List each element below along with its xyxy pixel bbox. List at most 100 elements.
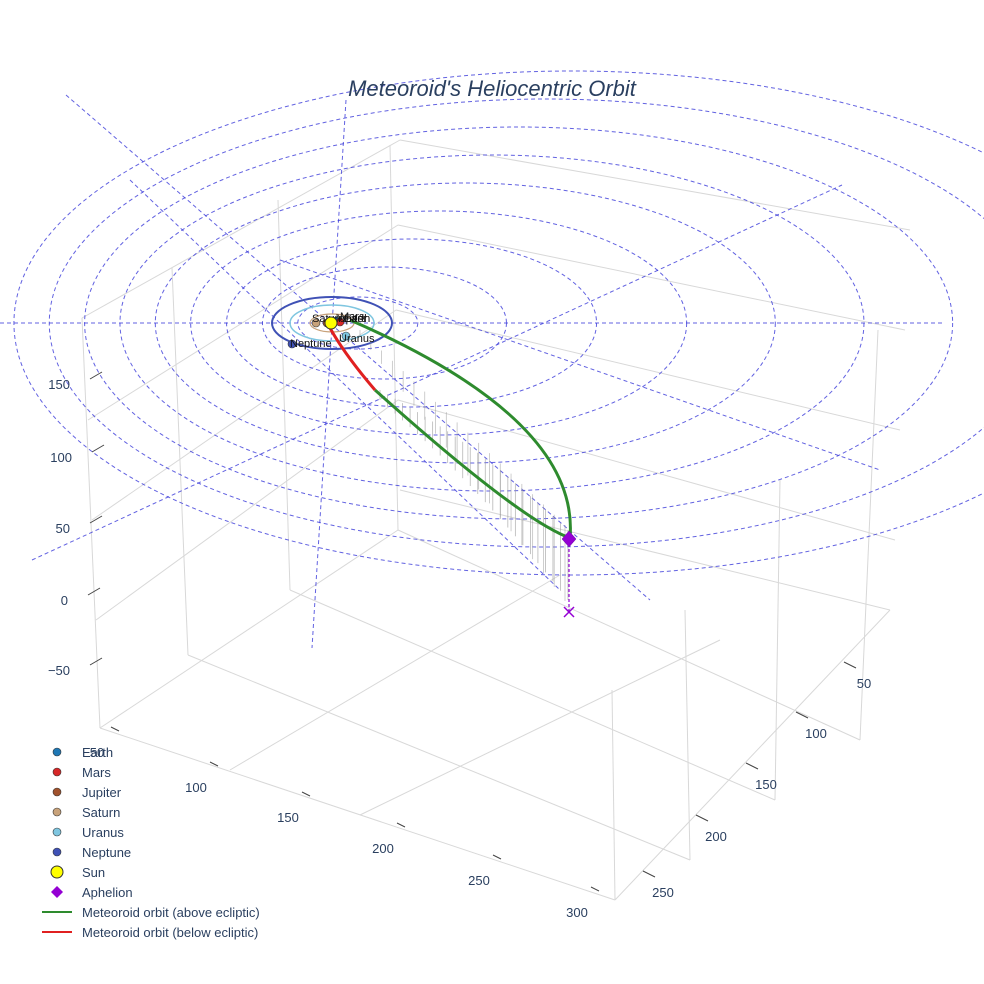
legend-symbol xyxy=(42,931,72,933)
y-tick-label: 50 xyxy=(857,676,871,691)
legend-symbol xyxy=(52,767,62,777)
ecliptic-ring xyxy=(154,182,776,464)
legend-symbol xyxy=(52,807,62,817)
ecliptic-radial-line xyxy=(129,179,561,591)
z-tick-mark xyxy=(87,587,101,596)
neptune-orbit xyxy=(271,296,393,350)
legend-label: Uranus xyxy=(82,824,124,840)
x-tick-mark xyxy=(396,822,406,828)
legend-dot xyxy=(52,747,62,757)
grid-line xyxy=(171,267,189,656)
grid-line xyxy=(99,529,399,729)
legend-label: Sun xyxy=(82,864,106,880)
earth-label: Earth xyxy=(344,313,370,325)
legend-symbol xyxy=(42,911,72,913)
grid-line xyxy=(81,139,401,319)
x-tick-label: 50 xyxy=(90,745,104,760)
grid-line xyxy=(397,529,861,741)
legend-label: Mars xyxy=(82,764,111,780)
aphelion-projection-marker xyxy=(563,606,575,618)
legend-symbol xyxy=(52,747,62,757)
z-tick-mark xyxy=(89,657,103,666)
x-tick-mark xyxy=(110,726,120,732)
grid-line xyxy=(859,329,879,741)
legend-symbol xyxy=(50,865,64,879)
x-tick-label: 200 xyxy=(372,841,394,856)
legend-symbol xyxy=(52,827,62,837)
legend-item[interactable]: Aphelion xyxy=(40,882,260,902)
neptune-marker xyxy=(287,339,297,349)
grid-line xyxy=(395,309,901,431)
grid-line xyxy=(229,574,561,771)
grid-line xyxy=(99,727,616,901)
legend-label: Meteoroid orbit (below ecliptic) xyxy=(82,924,259,940)
x-tick-label: 100 xyxy=(185,780,207,795)
grid-line xyxy=(774,479,781,801)
legend-symbol xyxy=(51,886,63,898)
sun-marker xyxy=(324,316,338,330)
legend-diamond xyxy=(51,886,63,898)
legend-dot xyxy=(52,767,62,777)
grid-line xyxy=(87,224,399,421)
jupiter-label: Jupiter xyxy=(334,313,367,325)
legend-item[interactable]: Jupiter xyxy=(40,782,260,802)
legend-label: Saturn xyxy=(82,804,121,820)
z-tick-label: −50 xyxy=(48,663,70,678)
grid-line xyxy=(614,609,891,901)
y-tick-mark xyxy=(745,762,759,770)
x-tick-label: 250 xyxy=(468,873,490,888)
grid-line xyxy=(359,639,721,816)
legend-item[interactable]: Saturn xyxy=(40,802,260,822)
legend-item[interactable]: Meteoroid orbit (above ecliptic) xyxy=(40,902,260,922)
legend-sun-dot xyxy=(50,865,64,879)
legend-dot xyxy=(52,847,62,857)
z-tick-label: 100 xyxy=(50,450,72,465)
y-tick-label: 100 xyxy=(805,726,827,741)
grid-line xyxy=(611,689,616,901)
orbit-drop-lines xyxy=(359,330,569,601)
legend-dot xyxy=(52,827,62,837)
orbit-above-upper xyxy=(349,318,572,539)
grid-line xyxy=(399,139,911,231)
y-tick-mark xyxy=(695,814,709,822)
x-tick-mark xyxy=(301,791,311,797)
legend-item[interactable]: Mars xyxy=(40,762,260,782)
y-tick-label: 250 xyxy=(652,885,674,900)
x-tick-mark xyxy=(492,854,502,860)
saturn-marker xyxy=(311,318,321,328)
legend-item[interactable]: Earth xyxy=(40,742,260,762)
mars-label: Mars xyxy=(340,311,365,323)
meteoroid-orbit xyxy=(328,318,577,618)
legend-item[interactable]: Meteoroid orbit (below ecliptic) xyxy=(40,922,260,942)
legend-label: Neptune xyxy=(82,844,132,860)
legend-label: Jupiter xyxy=(82,784,122,800)
y-tick-mark xyxy=(843,661,857,669)
z-tick-label: 0 xyxy=(61,593,68,608)
grid-line xyxy=(389,144,399,531)
grid-line xyxy=(399,489,891,611)
x-tick-mark xyxy=(209,761,219,767)
z-tick-mark xyxy=(91,444,105,453)
x-tick-label: 300 xyxy=(566,905,588,920)
grid-line xyxy=(81,317,101,729)
uranus-label: Uranus xyxy=(339,333,375,345)
legend: Earth Mars Jupiter Saturn Uranus Neptune Sun Ap… xyxy=(40,742,260,942)
ecliptic-reference-rings xyxy=(0,70,984,649)
axis-grid xyxy=(81,139,911,901)
ecliptic-ring xyxy=(13,70,984,576)
grid-line xyxy=(277,199,291,591)
legend-symbol xyxy=(52,847,62,857)
orbit-above-lower xyxy=(373,388,571,540)
legend-item[interactable]: Neptune xyxy=(40,842,260,862)
uranus-orbit xyxy=(289,304,375,342)
x-tick-label: 150 xyxy=(277,810,299,825)
grid-line xyxy=(187,654,691,861)
z-tick-label: 50 xyxy=(56,521,70,536)
legend-item[interactable]: Uranus xyxy=(40,822,260,842)
orbit-below xyxy=(328,327,377,391)
chart-title: Meteoroid's Heliocentric Orbit xyxy=(348,76,637,101)
grid-line xyxy=(91,309,397,521)
legend-item[interactable]: Sun xyxy=(40,862,260,882)
legend-label: Aphelion xyxy=(82,884,133,900)
